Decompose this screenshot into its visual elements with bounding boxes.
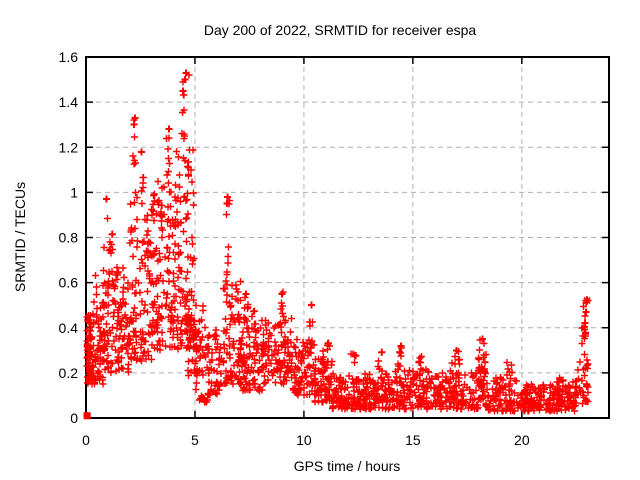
y-tick-label: 1.6 <box>59 49 79 65</box>
x-tick-label: 20 <box>514 432 530 448</box>
y-tick-label: 0.4 <box>59 320 79 336</box>
tick-labels: 0 5 10 15 20 0 0.2 0.4 0.6 0.8 1 1.2 1.4 1.6 <box>59 49 530 448</box>
notable-points <box>83 69 591 419</box>
origin-square-marker <box>83 412 91 420</box>
y-tick-label: 0.2 <box>59 365 79 381</box>
y-tick-label: 0.8 <box>59 230 79 246</box>
data-points-layer <box>83 69 592 420</box>
scatter-points <box>83 71 592 415</box>
chart-title: Day 200 of 2022, SRMTID for receiver esp… <box>204 22 477 38</box>
y-tick-label: 1.4 <box>59 94 79 110</box>
end-star-marker <box>582 296 592 305</box>
y-tick-label: 0 <box>70 410 78 426</box>
x-tick-label: 15 <box>405 432 421 448</box>
y-tick-label: 1.2 <box>59 139 79 155</box>
x-tick-label: 5 <box>191 432 199 448</box>
y-tick-label: 1 <box>70 184 78 200</box>
x-axis-label: GPS time / hours <box>294 458 401 474</box>
x-tick-label: 10 <box>296 432 312 448</box>
y-tick-label: 0.6 <box>59 275 79 291</box>
x-tick-label: 0 <box>82 432 90 448</box>
y-axis-label: SRMTID / TECUs <box>12 182 28 292</box>
